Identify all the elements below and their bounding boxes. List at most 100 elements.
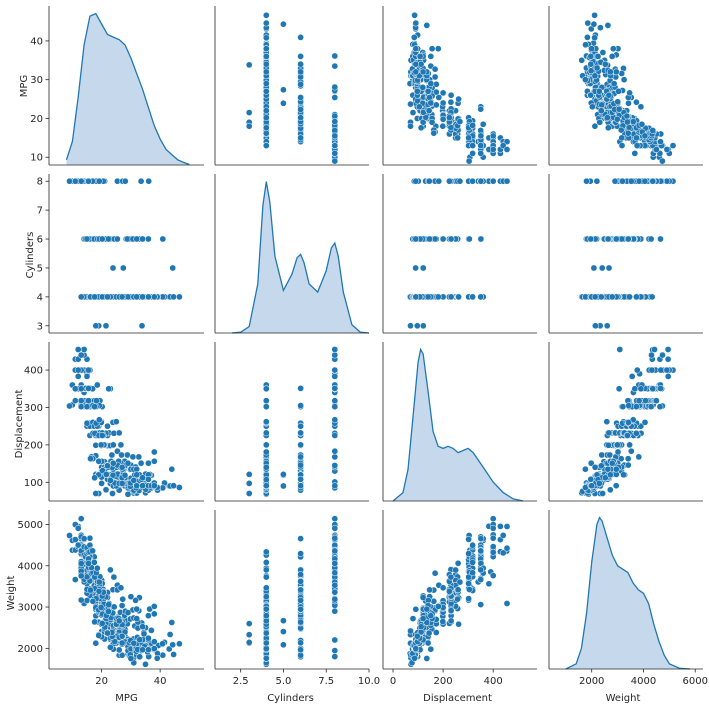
scatter-point (245, 490, 253, 497)
scatter-point (331, 403, 339, 411)
scatter-point (637, 385, 645, 393)
scatter-point (582, 465, 589, 473)
scatter-point (466, 586, 473, 593)
scatter-point (142, 660, 149, 668)
scatter-point (653, 146, 660, 153)
scatter-point (331, 524, 339, 532)
scatter-point (609, 45, 617, 53)
scatter-point (591, 122, 599, 130)
scatter-point (262, 593, 270, 601)
scatter-point (434, 45, 442, 53)
scatter-point (626, 293, 633, 301)
scatter-point (620, 76, 628, 84)
scatter-points (578, 346, 677, 498)
scatter-point (584, 19, 592, 27)
scatter-point (657, 138, 664, 146)
scatter-point (426, 94, 433, 101)
scatter-point (446, 587, 453, 595)
scatter-point (262, 53, 270, 60)
scatter-point (77, 403, 85, 411)
x-tick-label-displacement: 400 (484, 676, 503, 687)
scatter-point (624, 118, 631, 126)
scatter-point (85, 385, 92, 392)
scatter-point (159, 640, 166, 648)
scatter-point (297, 571, 304, 578)
scatter-point (426, 235, 433, 243)
scatter-point (465, 134, 472, 142)
scatter-point (87, 455, 94, 463)
scatter-point (169, 641, 177, 649)
scatter-point (139, 474, 146, 482)
scatter-point (98, 480, 105, 487)
scatter-point (659, 351, 666, 359)
x-tick-label-cylinders: 2.5 (233, 676, 249, 687)
scatter-point (98, 235, 106, 243)
panel-cylinders-vs-weight (548, 174, 703, 334)
scatter-point (456, 177, 464, 185)
scatter-point (297, 53, 304, 60)
scatter-point (447, 617, 455, 625)
scatter-point (503, 177, 511, 185)
scatter-point (262, 612, 270, 620)
scatter-point (115, 646, 123, 654)
scatter-point (109, 490, 116, 497)
scatter-point (593, 64, 601, 72)
scatter-point (85, 177, 92, 185)
scatter-point (92, 639, 100, 647)
kde-fill-weight (565, 517, 691, 669)
scatter-point (413, 322, 421, 330)
scatter-point (331, 453, 339, 461)
scatter-point (452, 566, 459, 574)
scatter-point (407, 322, 414, 330)
y-tick-label-mpg: 10 (30, 153, 43, 164)
scatter-point (605, 441, 612, 449)
scatter-point (635, 177, 643, 185)
scatter-point (93, 397, 100, 405)
scatter-point (91, 403, 98, 411)
scatter-point (150, 457, 158, 465)
scatter-point (489, 548, 497, 556)
scatter-point (412, 177, 420, 185)
scatter-point (297, 114, 304, 122)
scatter-point (419, 264, 427, 272)
scatter-point (439, 235, 447, 243)
scatter-point (603, 322, 611, 330)
scatter-point (297, 618, 304, 626)
scatter-point (407, 122, 414, 130)
scatter-point (110, 573, 118, 581)
scatter-point (424, 87, 432, 95)
scatter-point (169, 264, 177, 272)
scatter-point (626, 89, 633, 97)
scatter-point (657, 366, 665, 374)
scatter-point (606, 471, 614, 479)
scatter-point (407, 627, 414, 635)
scatter-point (105, 235, 112, 243)
scatter-point (107, 477, 114, 484)
scatter-point (245, 620, 253, 627)
scatter-point (489, 534, 497, 542)
scatter-point (589, 103, 596, 111)
scatter-point (423, 22, 431, 29)
scatter-point (297, 441, 304, 449)
scatter-point (262, 573, 270, 581)
y-tick-label-mpg: 30 (30, 75, 43, 86)
scatter-point (74, 541, 82, 549)
scatter-point (629, 118, 637, 125)
scatter-point (77, 293, 85, 301)
scatter-point (435, 177, 443, 185)
scatter-point (605, 91, 613, 99)
scatter-point (434, 293, 442, 301)
scatter-point (145, 475, 152, 483)
scatter-point (145, 293, 152, 301)
scatter-point (108, 451, 116, 459)
scatter-point (331, 607, 339, 615)
scatter-point (479, 120, 487, 128)
scatter-point (477, 150, 485, 157)
scatter-point (245, 109, 253, 116)
scatter-point (648, 351, 655, 359)
scatter-point (74, 366, 82, 374)
scatter-point (297, 134, 304, 142)
scatter-point (262, 34, 270, 42)
scatter-point (598, 101, 606, 109)
y-tick-label-weight: 3000 (18, 603, 43, 614)
